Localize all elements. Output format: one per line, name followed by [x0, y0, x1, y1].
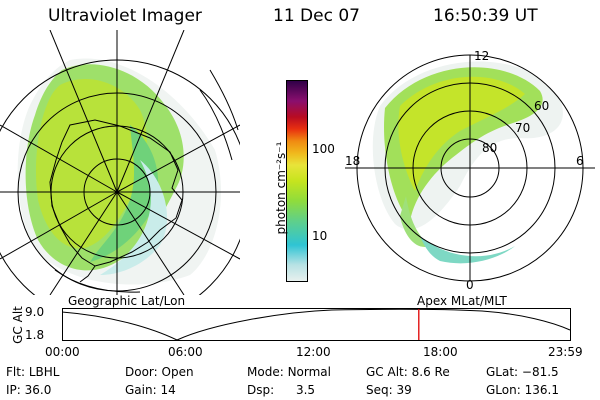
- mlt-label-0: 0: [466, 278, 474, 290]
- magnetic-polar-plot: 12 18 6 0 60 70 80: [345, 49, 595, 290]
- altitude-xtick-3: 18:00: [423, 345, 458, 359]
- mlt-label-6: 6: [576, 154, 584, 168]
- info-ip: IP: 36.0: [6, 383, 52, 397]
- info-mode: Mode: Normal: [247, 365, 331, 379]
- left-panel-caption: Geographic Lat/Lon: [68, 294, 186, 308]
- altitude-ytick-min: 1.8: [25, 328, 45, 342]
- altitude-ytick-max: 9.0: [25, 305, 45, 319]
- info-seq: Seq: 39: [366, 383, 412, 397]
- time-label: 16:50:39 UT: [433, 6, 538, 26]
- geographic-map: [0, 30, 240, 295]
- colorbar-tick-100: 100: [312, 142, 335, 156]
- instrument-title: Ultraviolet Imager: [48, 6, 202, 26]
- altitude-xtick-1: 06:00: [168, 345, 203, 359]
- info-glat: GLat: −81.5: [486, 365, 559, 379]
- info-flt: Flt: LBHL: [6, 365, 60, 379]
- info-gain: Gain: 14: [125, 383, 176, 397]
- colorbar: [286, 80, 308, 282]
- info-glon: GLon: 136.1: [486, 383, 559, 397]
- lat-label-60: 60: [534, 99, 549, 113]
- altitude-ylabel: GC Alt: [11, 306, 25, 344]
- mlt-label-18: 18: [345, 154, 360, 168]
- info-gc-alt: GC Alt: 8.6 Re: [366, 365, 450, 379]
- altitude-xtick-4: 23:59: [548, 345, 583, 359]
- info-door: Door: Open: [125, 365, 194, 379]
- altitude-xtick-0: 00:00: [45, 345, 80, 359]
- altitude-xtick-2: 12:00: [296, 345, 331, 359]
- lat-label-70: 70: [515, 121, 530, 135]
- right-panel-caption: Apex MLat/MLT: [417, 294, 507, 308]
- colorbar-tick-10: 10: [312, 229, 328, 243]
- colorbar-unit-label: photon cm⁻²s⁻¹: [274, 141, 288, 235]
- lat-label-80: 80: [482, 141, 497, 155]
- mlt-label-12: 12: [474, 49, 489, 63]
- altitude-plot: [62, 308, 571, 341]
- date-label: 11 Dec 07: [273, 6, 360, 26]
- info-dsp: Dsp: 3.5: [247, 383, 316, 397]
